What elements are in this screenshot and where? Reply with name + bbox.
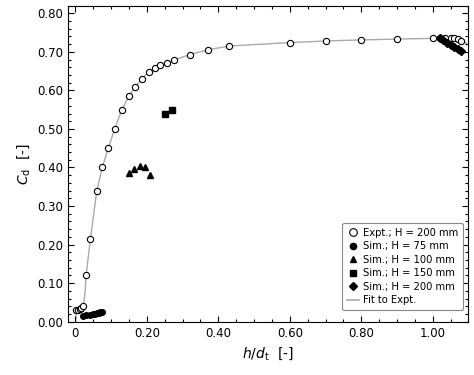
X-axis label: $h/d_\mathrm{t}$  [-]: $h/d_\mathrm{t}$ [-] [242, 345, 294, 362]
Y-axis label: $C_\mathrm{d}$  [-]: $C_\mathrm{d}$ [-] [15, 143, 32, 184]
Legend: Expt.; H = 200 mm, Sim.; H = 75 mm, Sim.; H = 100 mm, Sim.; H = 150 mm, Sim.; H : Expt.; H = 200 mm, Sim.; H = 75 mm, Sim.… [342, 223, 464, 310]
